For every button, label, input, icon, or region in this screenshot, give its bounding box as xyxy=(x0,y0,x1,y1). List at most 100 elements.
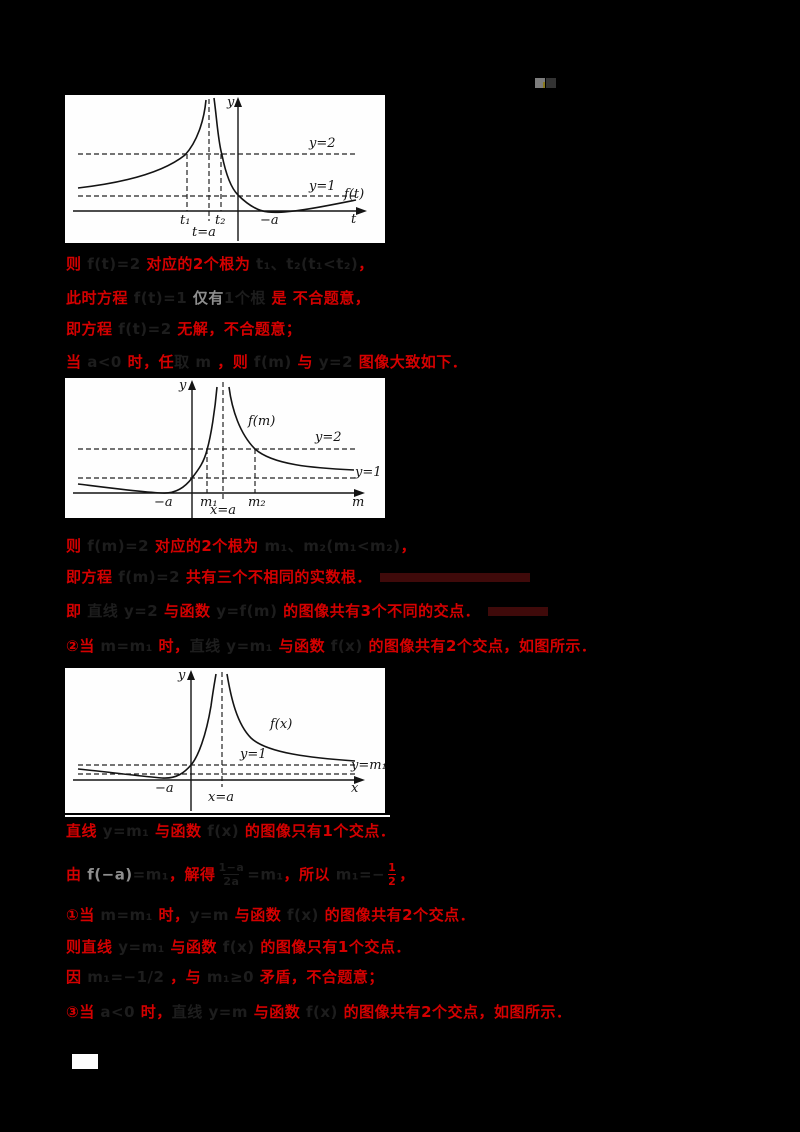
text-segment: =m₁ xyxy=(247,865,284,884)
label-m2: m₂ xyxy=(248,495,266,510)
text-segment: 与 xyxy=(297,353,314,371)
text-segment: m₁=−1/2 xyxy=(81,968,171,986)
text-segment xyxy=(488,607,549,616)
text-segment: f(x) xyxy=(201,822,245,840)
text-segment: f(m)=2 xyxy=(112,568,186,586)
axis-label-x: x xyxy=(351,781,359,796)
solution-text-line: ②当 m=m₁ 时，直线 y=m₁ 与函数 f(x) 的图像共有2个交点，如图所… xyxy=(66,637,596,655)
text-segment: 不合题意， xyxy=(292,289,371,307)
image-artifact-icon xyxy=(535,78,545,88)
y-axis-arrow-icon xyxy=(187,670,195,680)
text-segment: 图像大致如下． xyxy=(358,353,468,371)
text-segment: 与函数 xyxy=(170,938,218,956)
text-segment: 无解，不合题意； xyxy=(177,320,302,338)
text-segment: 的图像只有1个交点． xyxy=(244,822,396,840)
axis-label-y: y xyxy=(179,378,187,393)
graph-canvas xyxy=(73,97,367,241)
text-segment: 的图像共有2个交点． xyxy=(324,906,476,924)
solution-text-line: 此时方程 f(t)=1 仅有1个根 是 不合题意， xyxy=(66,289,370,307)
text-segment: 当 xyxy=(66,353,82,371)
solution-text-line: ③当 a<0 时，直线 y=m 与函数 f(x) 的图像共有2个交点，如图所示． xyxy=(66,1003,572,1021)
label-neg-a: −a xyxy=(260,213,279,228)
text-segment: 对应的2个根为 xyxy=(146,255,251,273)
curve-left-branch xyxy=(77,673,217,779)
text-segment: 即方程 xyxy=(66,320,113,338)
text-segment: ①当 xyxy=(66,906,95,924)
text-segment: 与函数 xyxy=(163,602,211,620)
label-m1: m₁ xyxy=(200,495,218,510)
solution-text-line: 直线 y=m₁ 与函数 f(x) 的图像只有1个交点． xyxy=(66,822,395,840)
solution-text-line: 则直线 y=m₁ 与函数 f(x) 的图像只有1个交点． xyxy=(66,938,411,956)
text-segment xyxy=(379,573,530,582)
solution-text-line: 即方程 f(t)=2 无解，不合题意； xyxy=(66,320,301,338)
text-segment: ，则 xyxy=(217,353,249,371)
text-segment: 的图像共有2个交点，如图所示． xyxy=(343,1003,572,1021)
label-y-equals-1: y=1 xyxy=(309,179,336,194)
axis-label-t: t xyxy=(351,212,357,227)
text-segment: ②当 xyxy=(66,637,95,655)
label-y-equals-1: y=1 xyxy=(240,747,267,762)
text-segment: 仅有 xyxy=(192,289,224,307)
text-segment: 直线 xyxy=(66,822,98,840)
text-segment: f(x) xyxy=(325,637,369,655)
text-segment: ， xyxy=(399,865,415,884)
curve-right-branch xyxy=(226,673,356,762)
graph-canvas xyxy=(73,380,365,518)
text-segment: f(x) xyxy=(217,938,261,956)
text-segment: y=m xyxy=(189,906,235,924)
axis-label-m: m xyxy=(352,495,365,510)
text-segment: 时， xyxy=(140,1003,172,1021)
text-segment: 的图像共有3个不同的交点． xyxy=(283,602,481,620)
text-segment: m₁=− xyxy=(330,865,386,884)
text-segment: 时， xyxy=(158,906,190,924)
text-segment: y=m₁ xyxy=(112,938,171,956)
solution-text-line: 即 直线 y=2 与函数 y=f(m) 的图像共有3个不同的交点． xyxy=(66,602,549,620)
text-segment: 对应的2个根为 xyxy=(154,537,259,555)
text-segment: m₁、m₂(m₁<m₂) xyxy=(258,537,401,555)
text-segment: 时，任 xyxy=(127,353,175,371)
text-segment: f(−a) xyxy=(81,865,133,884)
text-segment: 则直线 xyxy=(66,938,113,956)
text-segment: y=m₁ xyxy=(97,822,156,840)
text-segment: f(m) xyxy=(248,353,298,371)
label-neg-a: −a xyxy=(155,781,174,796)
graph-canvas xyxy=(73,670,365,811)
solution-text-line: 因 m₁=−1/2 ，与 m₁≥0 矛盾，不合题意； xyxy=(66,968,384,986)
text-segment: m=m₁ xyxy=(94,637,159,655)
text-segment: 因 xyxy=(66,968,82,986)
label-f-t: f(t) xyxy=(344,187,365,202)
label-y-equals-m1: y=m₁ xyxy=(351,758,387,773)
graph-panel-f-t: y t y=2 y=1 f(t) t₁ t₂ t=a −a xyxy=(65,95,385,243)
text-segment: ， xyxy=(400,537,417,555)
text-segment: ③当 xyxy=(66,1003,95,1021)
curve-left-branch xyxy=(77,386,218,494)
text-segment: 的图像共有2个交点，如图所示． xyxy=(368,637,597,655)
label-t-equals-a: t=a xyxy=(192,225,216,240)
label-f-m: f(m) xyxy=(248,414,276,429)
label-t2: t₂ xyxy=(215,213,226,228)
text-segment: ，解得 xyxy=(168,865,216,884)
label-f-x: f(x) xyxy=(270,717,293,732)
text-segment: =m₁ xyxy=(132,865,169,884)
text-segment: ，与 xyxy=(170,968,202,986)
text-segment: t₁、t₂(t₁<t₂) xyxy=(250,255,359,273)
text-segment: 1−a 2a xyxy=(218,861,245,889)
panel-border-strip xyxy=(65,815,390,817)
x-axis-arrow-icon xyxy=(354,776,365,784)
solution-text-line: 由 f(−a)=m₁，解得 1−a 2a =m₁，所以 m₁=− 1 2， xyxy=(66,861,415,889)
text-segment: f(t)=2 xyxy=(112,320,178,338)
text-segment: f(m)=2 xyxy=(81,537,155,555)
curve-right-branch xyxy=(228,386,355,471)
label-y-equals-2: y=2 xyxy=(309,136,336,151)
text-segment: 取 m xyxy=(174,353,218,371)
text-segment: 与函数 xyxy=(253,1003,301,1021)
page-corner-box xyxy=(72,1054,98,1069)
curve-left-branch xyxy=(77,99,207,189)
text-segment: 由 xyxy=(66,865,82,884)
curve-right-branch xyxy=(213,97,357,214)
image-artifact-icon xyxy=(543,82,545,88)
text-segment: 时， xyxy=(158,637,190,655)
text-segment: 则 xyxy=(66,537,82,555)
